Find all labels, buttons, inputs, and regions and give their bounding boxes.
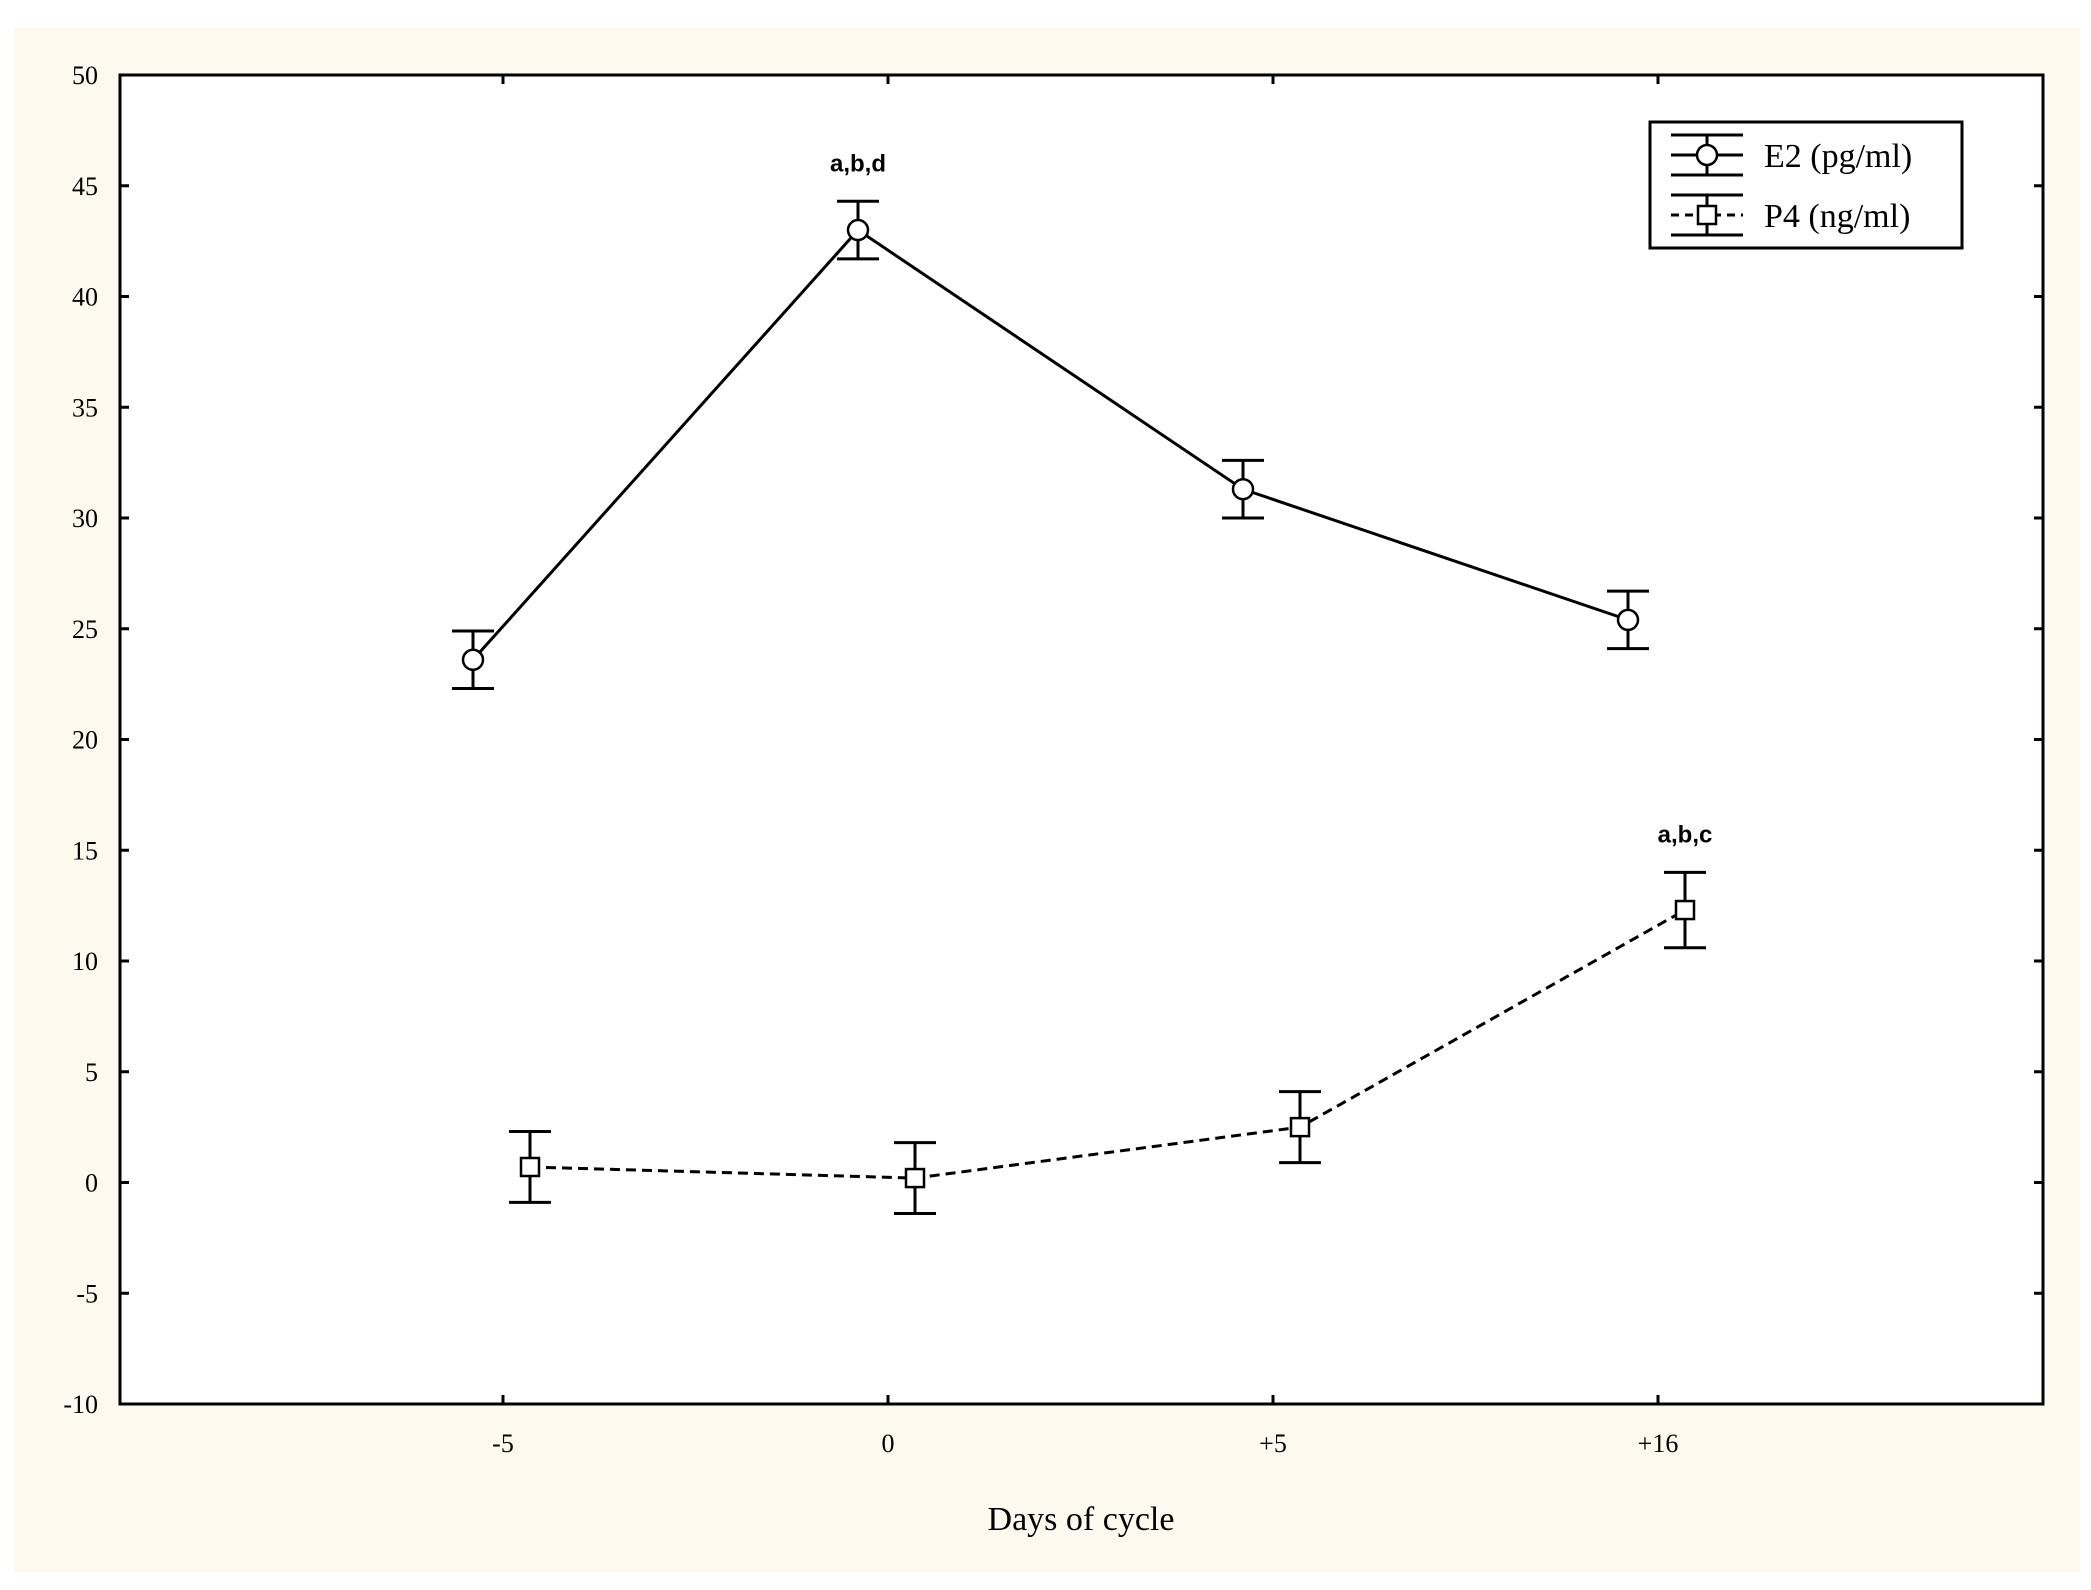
significance-annotation: a,b,c: [1658, 821, 1713, 848]
series-line: [471, 228, 1629, 661]
data-point-square: [904, 1167, 926, 1189]
y-tick-label: 20: [72, 726, 98, 755]
series-p4: [509, 870, 1706, 1216]
data-point-circle: [846, 218, 870, 242]
data-point-square: [519, 1156, 541, 1178]
legend-box: [1648, 120, 1964, 250]
series-layer: [452, 199, 1706, 1216]
data-point-square: [1289, 1116, 1311, 1138]
y-tick-label: 0: [85, 1169, 98, 1198]
legend-item-p4: P4 (ng/ml): [1671, 193, 1910, 237]
legend-marker-circle: [1695, 143, 1719, 167]
data-point-circle: [1616, 608, 1640, 632]
x-tick-label: 0: [882, 1429, 895, 1458]
x-tick-label: +5: [1259, 1429, 1287, 1458]
data-point-circle: [461, 648, 485, 672]
legend-label: E2 (pg/ml): [1764, 138, 1912, 175]
annotations: a,b,d a,b,c: [830, 150, 1712, 848]
plot-area: [118, 73, 2045, 1406]
y-tick-label: 5: [85, 1058, 98, 1087]
y-tick-label: 40: [72, 283, 98, 312]
y-tick-label: -5: [76, 1279, 98, 1308]
series-e2: [452, 199, 1649, 691]
y-tick-label: -10: [63, 1390, 98, 1419]
x-tick-label: +16: [1638, 1429, 1679, 1458]
x-axis-title: Days of cycle: [988, 1501, 1175, 1538]
y-tick-label: 25: [72, 615, 98, 644]
data-point-square: [1674, 899, 1696, 921]
legend-marker-square: [1696, 204, 1718, 226]
legend-item-e2: E2 (pg/ml): [1671, 133, 1912, 177]
legend: E2 (pg/ml) P4 (ng/ml): [1648, 120, 1964, 250]
y-tick-label: 35: [72, 393, 98, 422]
y-tick-label: 50: [72, 61, 98, 90]
y-tick-label: 45: [72, 172, 98, 201]
y-tick-label: 15: [72, 836, 98, 865]
series-line: [529, 908, 1686, 1180]
significance-annotation: a,b,d: [830, 150, 886, 177]
y-tick-label: 10: [72, 947, 98, 976]
x-axis: -5 0 +5 +16: [492, 75, 1678, 1458]
y-tick-label: 30: [72, 504, 98, 533]
legend-label: P4 (ng/ml): [1764, 198, 1910, 235]
data-point-circle: [1231, 477, 1255, 501]
x-tick-label: -5: [492, 1429, 514, 1458]
